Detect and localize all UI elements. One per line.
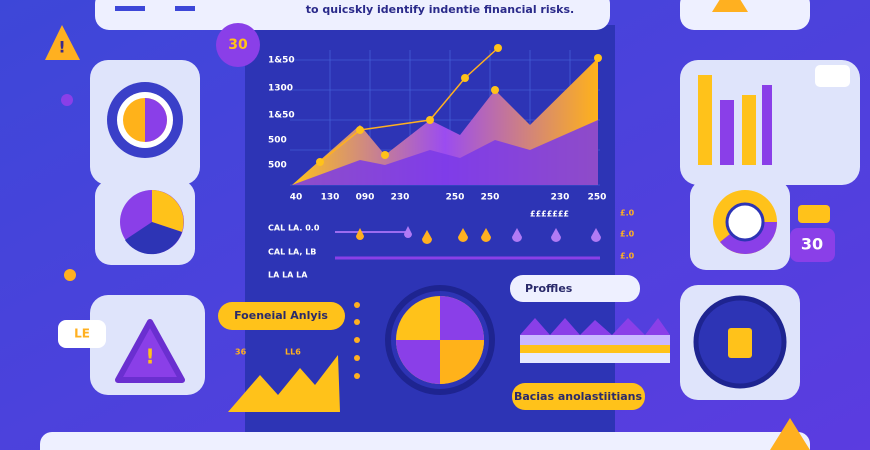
x-tick-label: 40 <box>290 193 303 203</box>
badge <box>790 228 835 262</box>
tag-text: LE <box>74 327 90 341</box>
warning-icon <box>115 319 185 383</box>
gauge-slice <box>145 98 167 142</box>
icon <box>175 6 195 11</box>
y-tick-label: 1&50 <box>268 56 295 66</box>
band <box>520 353 670 363</box>
pie-slice <box>440 340 484 384</box>
pill <box>512 383 645 410</box>
icon <box>815 65 850 87</box>
band <box>520 318 670 335</box>
warning-icon <box>770 418 810 450</box>
pie-slice <box>125 222 182 255</box>
badge-text: 30 <box>801 235 823 254</box>
row-value: £.0 <box>620 252 635 261</box>
caption: to quicskly identify indentie financial … <box>306 3 574 16</box>
header-bar <box>95 0 610 30</box>
band <box>520 345 670 353</box>
badge-text: 30 <box>228 37 248 53</box>
icon <box>115 6 145 11</box>
icon <box>728 328 752 358</box>
badge <box>216 23 260 67</box>
x-tick-label: 230 <box>551 193 570 203</box>
bottom-bar <box>40 432 810 450</box>
area <box>292 120 598 185</box>
x-tick-label: 130 <box>321 193 340 203</box>
y-tick-label: 1&50 <box>268 111 295 121</box>
pill-text: Bacias anolastiitians <box>514 390 643 403</box>
pie-ring <box>385 285 495 395</box>
row-value: £.0 <box>620 209 635 218</box>
pill <box>510 275 640 302</box>
pie-slice <box>396 340 440 384</box>
mini-label: LL6 <box>285 348 301 357</box>
x-tick-label: 250 <box>446 193 465 203</box>
row-value: £.0 <box>620 230 635 239</box>
icon <box>798 205 830 223</box>
pill <box>218 302 345 330</box>
pill-text: Proffles <box>525 282 573 295</box>
mini-area <box>228 355 340 412</box>
rows-heading: £££££££ <box>530 210 569 219</box>
drops <box>356 226 601 244</box>
row-label: CAL LA. 0.0 <box>268 224 320 233</box>
card <box>680 0 810 30</box>
y-tick-label: 500 <box>268 161 287 171</box>
dots <box>354 302 360 379</box>
warning-mark: ! <box>58 38 65 57</box>
dot <box>61 94 73 106</box>
row-label: LA LA LA <box>268 271 308 280</box>
mini-label: 36 <box>235 348 247 357</box>
y-tick-label: 1300 <box>268 84 293 94</box>
tag <box>58 320 106 348</box>
pill-text: Foeneial Anlyis <box>234 309 328 322</box>
x-tick-label: 250 <box>481 193 500 203</box>
y-tick-label: 500 <box>268 136 287 146</box>
row-label: CAL LA, LB <box>268 248 316 257</box>
pie-slice <box>152 190 184 232</box>
points <box>316 44 602 166</box>
gauge-inner <box>725 202 765 242</box>
x-tick-label: 230 <box>391 193 410 203</box>
warning-mark: ! <box>145 345 154 369</box>
pie-slice <box>440 296 484 340</box>
warning-icon <box>712 0 748 12</box>
x-tick-label: 090 <box>356 193 375 203</box>
warning-icon <box>45 25 80 60</box>
band <box>520 335 670 345</box>
bars <box>698 75 772 165</box>
dot <box>64 269 76 281</box>
x-tick-label: 250 <box>588 193 607 203</box>
